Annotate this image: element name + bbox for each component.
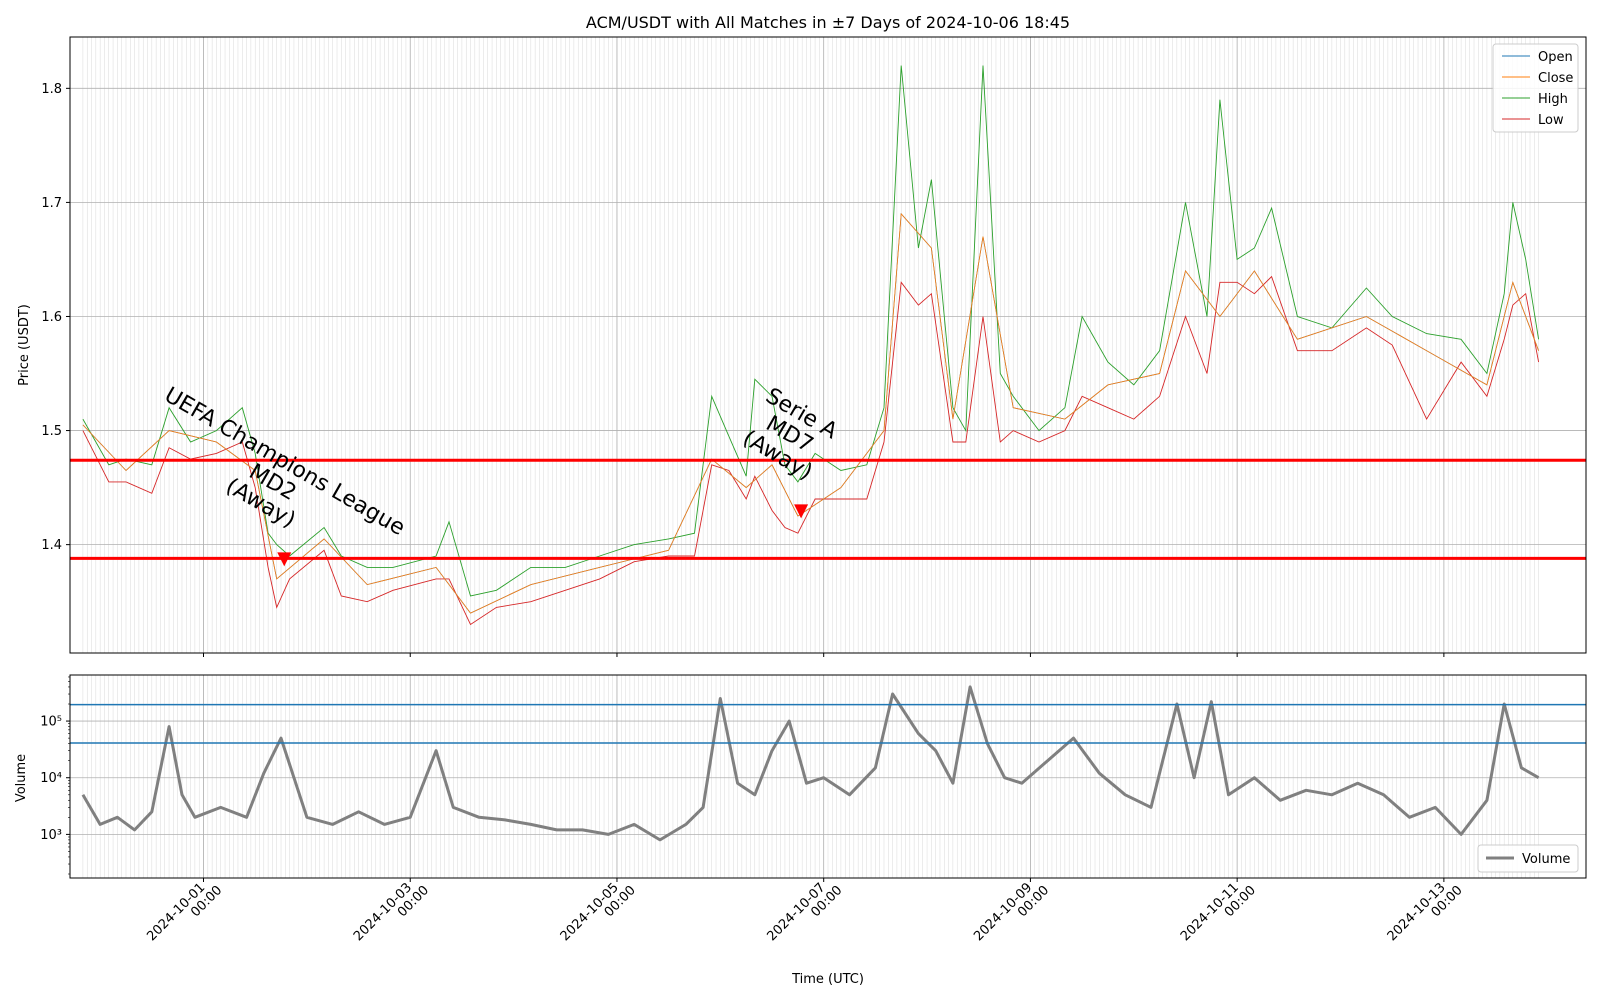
legend-label-close: Close: [1538, 71, 1573, 86]
price-gridlines: [70, 37, 1586, 653]
legend-label-volume: Volume: [1522, 852, 1570, 867]
volume-legend: Volume: [1477, 844, 1579, 873]
price-y-tick-label: 1.8: [41, 82, 62, 97]
volume-y-tick-label: 10⁴: [40, 771, 62, 786]
volume-y-ticks: 10³ 10⁴ 10⁵: [40, 676, 70, 875]
legend-label-low: Low: [1538, 113, 1564, 128]
legend-label-open: Open: [1538, 50, 1573, 65]
volume-legend-box: [1477, 844, 1579, 873]
volume-gridlines: [70, 675, 1586, 878]
volume-y-tick-label: 10⁵: [40, 715, 62, 730]
volume-y-axis-label: Volume: [14, 754, 29, 802]
price-series-low-line: [82, 275, 1540, 626]
volume-series-group: [81, 685, 1540, 842]
volume-plot-frame: [69, 674, 1587, 879]
volume-reference-lines: [70, 703, 1586, 744]
price-y-tick-label: 1.7: [41, 196, 62, 211]
price-plot-frame: [69, 36, 1587, 654]
match-marker: [277, 552, 292, 567]
price-legend-box: [1492, 43, 1579, 133]
volume-series-line: [81, 685, 1540, 842]
price-y-tick-label: 1.6: [41, 310, 62, 325]
chart-title: ACM/USDT with All Matches in ±7 Days of …: [586, 13, 1070, 32]
match-marker: [794, 504, 809, 519]
price-y-tick-label: 1.4: [41, 538, 62, 553]
price-legend: Open Close High Low: [1492, 43, 1579, 133]
price-y-ticks: 1.4 1.5 1.6 1.7 1.8: [41, 82, 70, 553]
price-reference-lines: [70, 458, 1586, 560]
price-series-high-line: [82, 65, 1540, 597]
time-x-axis-label: Time (UTC): [791, 972, 864, 987]
legend-label-high: High: [1538, 92, 1568, 107]
price-y-tick-label: 1.5: [41, 424, 62, 439]
price-y-axis-label: Price (USDT): [17, 304, 32, 386]
volume-y-tick-label: 10³: [40, 828, 62, 843]
